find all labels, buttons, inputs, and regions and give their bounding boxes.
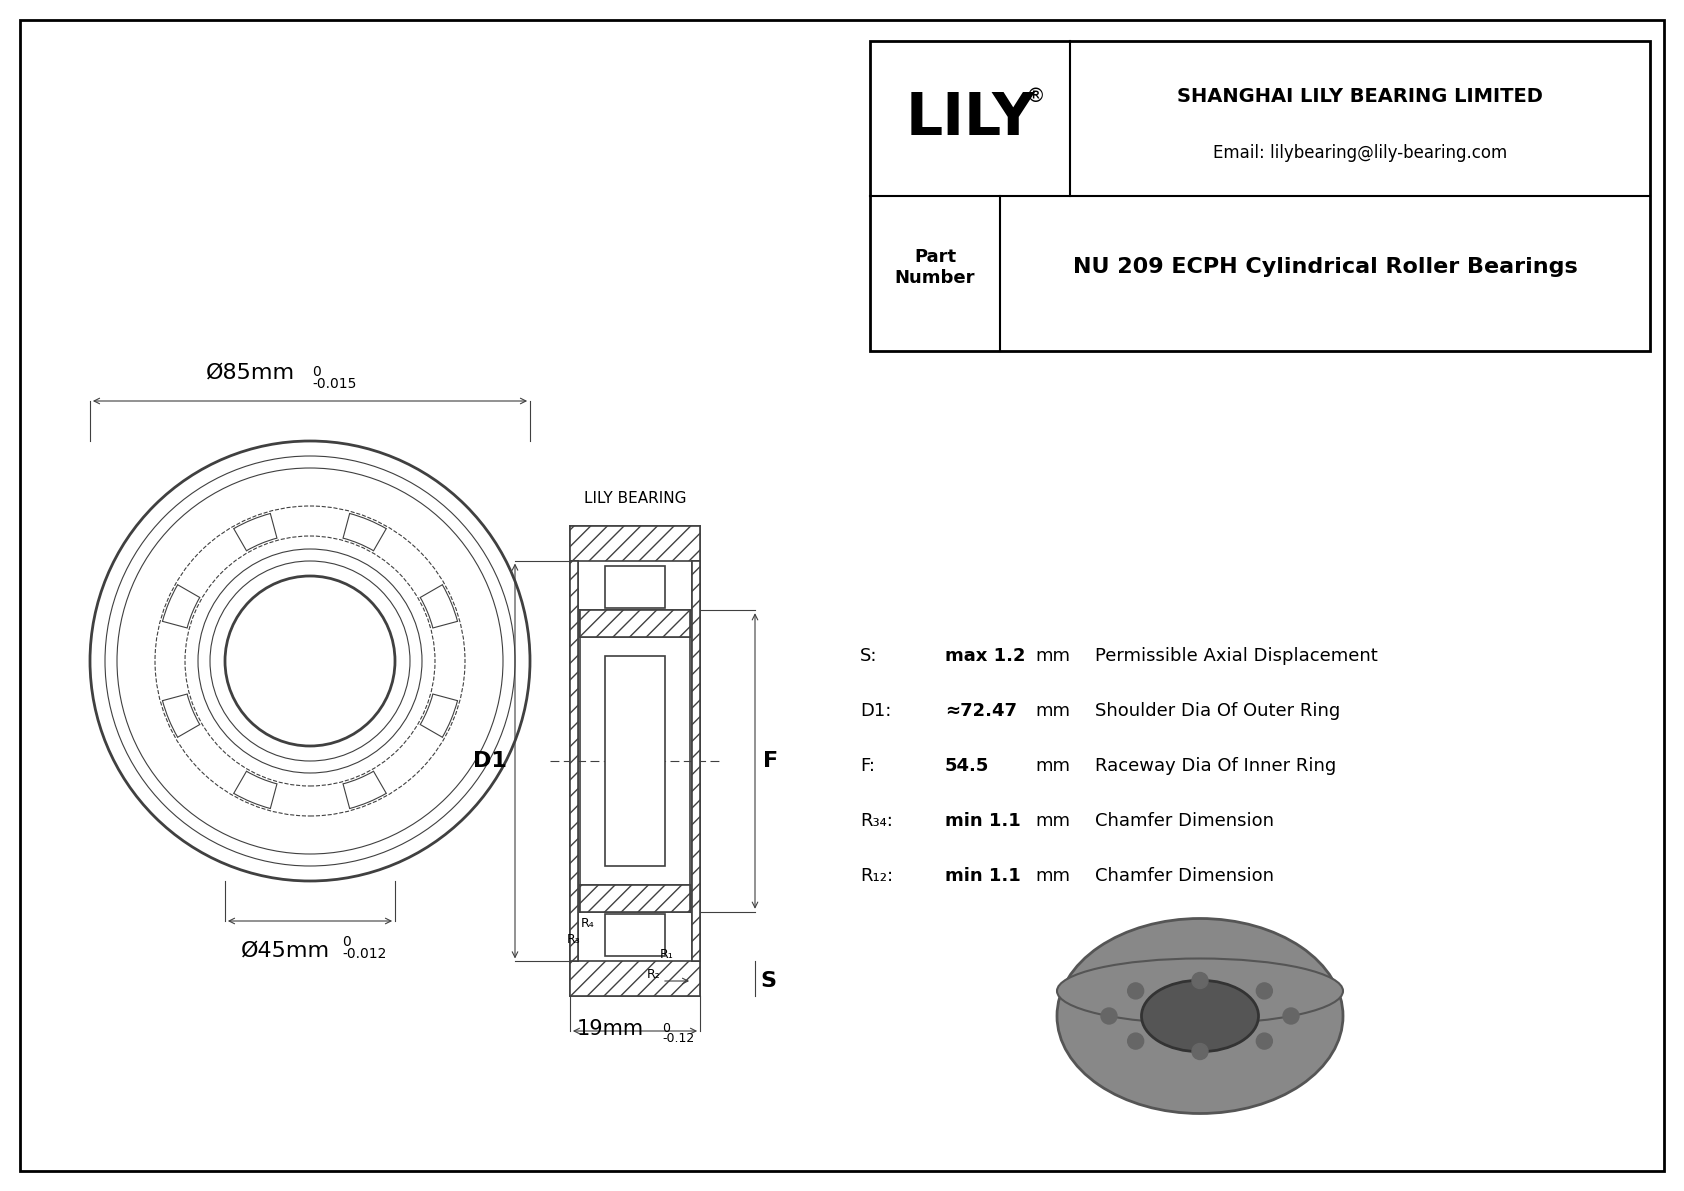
Text: D1:: D1: [861, 701, 891, 721]
Bar [579, 885, 690, 911]
Text: NU 209 ECPH Cylindrical Roller Bearings: NU 209 ECPH Cylindrical Roller Bearings [1073, 257, 1578, 278]
Ellipse shape [1058, 959, 1344, 1023]
Ellipse shape [1058, 918, 1344, 1114]
Text: -0.012: -0.012 [342, 947, 386, 961]
Text: 0: 0 [342, 935, 350, 949]
Text: Shoulder Dia Of Outer Ring: Shoulder Dia Of Outer Ring [1095, 701, 1340, 721]
Bar [605, 655, 665, 867]
Text: Ø85mm: Ø85mm [205, 363, 295, 384]
Circle shape [1256, 1033, 1273, 1049]
Bar [569, 961, 701, 996]
Bar [569, 561, 578, 961]
Text: R₃: R₃ [566, 933, 579, 946]
Bar [569, 526, 701, 561]
Text: mm: mm [1036, 812, 1069, 830]
Text: Ø45mm: Ø45mm [241, 941, 330, 961]
Text: R₃₄:: R₃₄: [861, 812, 893, 830]
Text: R₄: R₄ [581, 917, 594, 930]
Bar [579, 610, 690, 636]
Circle shape [1128, 983, 1143, 999]
Bar [605, 566, 665, 609]
Text: SHANGHAI LILY BEARING LIMITED: SHANGHAI LILY BEARING LIMITED [1177, 87, 1543, 106]
Text: D1: D1 [473, 752, 507, 771]
Text: LILY BEARING: LILY BEARING [584, 491, 687, 506]
Bar [605, 913, 665, 956]
Text: 54.5: 54.5 [945, 757, 990, 775]
Text: Permissible Axial Displacement: Permissible Axial Displacement [1095, 647, 1378, 665]
Text: -0.12: -0.12 [662, 1031, 694, 1045]
Text: R₁: R₁ [660, 948, 674, 960]
Text: ≈72.47: ≈72.47 [945, 701, 1017, 721]
Circle shape [1256, 983, 1273, 999]
Text: min 1.1: min 1.1 [945, 867, 1021, 885]
Text: S: S [759, 971, 776, 991]
Circle shape [1192, 1043, 1207, 1060]
Text: LILY: LILY [906, 91, 1034, 146]
Circle shape [1128, 1033, 1143, 1049]
Text: 0: 0 [662, 1022, 670, 1035]
Text: min 1.1: min 1.1 [945, 812, 1021, 830]
Text: 0: 0 [312, 364, 320, 379]
Text: ®: ® [1026, 87, 1044, 106]
Text: mm: mm [1036, 757, 1069, 775]
Text: 19mm: 19mm [576, 1019, 643, 1039]
Bar [692, 561, 701, 961]
Text: Part
Number: Part Number [894, 248, 975, 287]
Circle shape [1101, 1008, 1116, 1024]
Text: F: F [763, 752, 778, 771]
Text: mm: mm [1036, 701, 1069, 721]
Text: mm: mm [1036, 867, 1069, 885]
Bar [569, 561, 578, 961]
Text: Chamfer Dimension: Chamfer Dimension [1095, 867, 1275, 885]
Text: Email: lilybearing@lily-bearing.com: Email: lilybearing@lily-bearing.com [1212, 144, 1507, 162]
Bar [871, 40, 1650, 351]
Text: max 1.2: max 1.2 [945, 647, 1026, 665]
Text: S:: S: [861, 647, 877, 665]
Text: R₁₂:: R₁₂: [861, 867, 893, 885]
Ellipse shape [1142, 980, 1258, 1052]
Bar [692, 561, 701, 961]
Circle shape [1283, 1008, 1298, 1024]
Text: mm: mm [1036, 647, 1069, 665]
Text: R₂: R₂ [647, 967, 660, 980]
Text: F:: F: [861, 757, 876, 775]
Text: Chamfer Dimension: Chamfer Dimension [1095, 812, 1275, 830]
Text: Raceway Dia Of Inner Ring: Raceway Dia Of Inner Ring [1095, 757, 1335, 775]
Circle shape [1192, 973, 1207, 989]
Text: -0.015: -0.015 [312, 378, 357, 391]
